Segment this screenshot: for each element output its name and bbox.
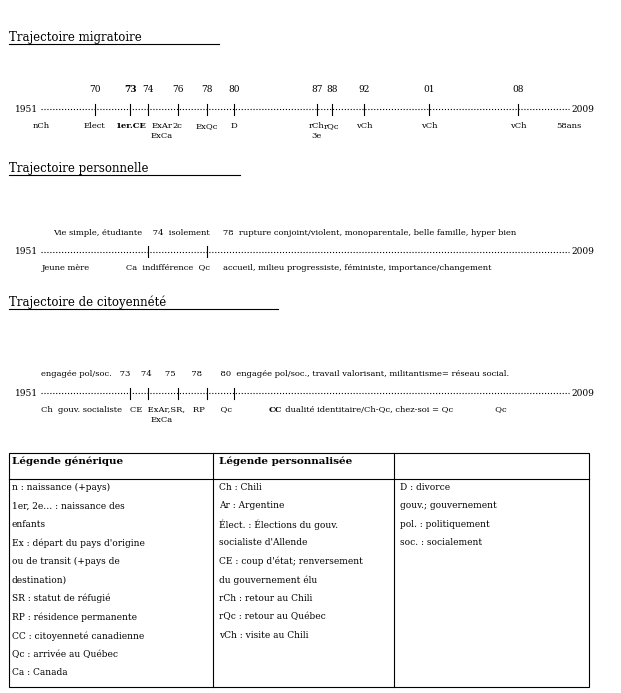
Text: CC : citoyenneté canadienne: CC : citoyenneté canadienne [12,631,144,640]
Text: Trajectoire personnelle: Trajectoire personnelle [9,161,148,175]
Text: rCh : retour au Chili: rCh : retour au Chili [219,594,312,603]
Text: 3e: 3e [312,132,322,140]
Text: 74: 74 [142,85,154,94]
Text: 08: 08 [512,85,524,94]
Text: ExQc: ExQc [196,122,219,130]
Text: D : divorce: D : divorce [400,482,450,491]
Text: enfants: enfants [12,520,46,529]
Text: ExCa: ExCa [150,416,173,424]
Text: 76: 76 [172,85,183,94]
Text: engagée pol/soc.   73    74     75      78       80  engagée pol/soc., travail v: engagée pol/soc. 73 74 75 78 80 engagée … [41,370,509,378]
Text: vCh : visite au Chili: vCh : visite au Chili [219,631,309,640]
Text: 1er, 2e… : naissance des: 1er, 2e… : naissance des [12,501,124,510]
Text: CE : coup d'état; renversement: CE : coup d'état; renversement [219,557,363,566]
Text: Vie simple, étudiante    74  isolement     78  rupture conjoint/violent, monopar: Vie simple, étudiante 74 isolement 78 ru… [53,229,517,236]
Text: Ar : Argentine: Ar : Argentine [219,501,284,510]
Text: 78: 78 [201,85,213,94]
Text: destination): destination) [12,575,67,584]
Text: D: D [230,122,237,130]
Text: 87: 87 [311,85,322,94]
Text: 1er.CE: 1er.CE [115,122,145,130]
Text: Ca : Canada: Ca : Canada [12,668,67,677]
Text: Légende générique: Légende générique [12,457,123,466]
Text: vCh: vCh [421,122,438,130]
Text: 92: 92 [358,85,370,94]
Text: n : naissance (+pays): n : naissance (+pays) [12,482,110,492]
Text: 2009: 2009 [572,247,594,256]
Text: Ch : Chili: Ch : Chili [219,482,262,491]
Text: Qc : arrivée au Québec: Qc : arrivée au Québec [12,649,117,658]
Text: rQc : retour au Québec: rQc : retour au Québec [219,613,326,622]
Text: 73: 73 [124,85,137,94]
Text: nCh: nCh [33,122,50,130]
Text: Elect: Elect [84,122,106,130]
Text: 01: 01 [424,85,435,94]
Text: 2009: 2009 [572,389,594,398]
Text: Élect. : Élections du gouv.: Élect. : Élections du gouv. [219,520,338,530]
Text: 70: 70 [89,85,101,94]
Text: vCh: vCh [356,122,373,130]
Text: 1951: 1951 [15,389,39,398]
Text: RP : résidence permanente: RP : résidence permanente [12,613,137,622]
Text: CC: CC [268,405,282,414]
Text: gouv.; gouvernement: gouv.; gouvernement [400,501,497,510]
Text: ou de transit (+pays de: ou de transit (+pays de [12,557,119,566]
Text: du gouvernement élu: du gouvernement élu [219,575,317,585]
Text: 88: 88 [326,85,337,94]
Text: 2c: 2c [173,122,183,130]
Text: soc. : socialement: soc. : socialement [400,538,482,547]
Text: Jeune mère              Ca  indifférence  Qc     accueil, milieu progressiste, f: Jeune mère Ca indifférence Qc accueil, m… [41,264,492,272]
Text: 1951: 1951 [15,247,39,256]
Text: pol. : politiquement: pol. : politiquement [400,520,489,529]
FancyBboxPatch shape [9,453,589,687]
Text: socialiste d'Allende: socialiste d'Allende [219,538,307,547]
Text: Ex : départ du pays d'origine: Ex : départ du pays d'origine [12,538,145,547]
Text: SR : statut de réfugié: SR : statut de réfugié [12,594,110,604]
Text: 2009: 2009 [572,105,594,114]
Text: ExCa: ExCa [150,132,173,140]
Text: 58ans: 58ans [556,122,581,130]
Text: Ch  gouv. socialiste   CE  ExAr,SR,   RP      Qc: Ch gouv. socialiste CE ExAr,SR, RP Qc [41,405,251,414]
Text: Légende personnalisée: Légende personnalisée [219,457,352,466]
Text: dualité identitaire/Ch-Qc, chez-soi = Qc                Qc: dualité identitaire/Ch-Qc, chez-soi = Qc… [280,405,507,414]
Text: rCh: rCh [309,122,325,130]
Text: 80: 80 [228,85,240,94]
Text: 1951: 1951 [15,105,39,114]
Text: Trajectoire de citoyennété: Trajectoire de citoyennété [9,295,166,308]
Text: vCh: vCh [510,122,527,130]
Text: ExAr: ExAr [151,122,172,130]
Text: rQc: rQc [324,122,340,130]
Text: Trajectoire migratoire: Trajectoire migratoire [9,31,142,44]
